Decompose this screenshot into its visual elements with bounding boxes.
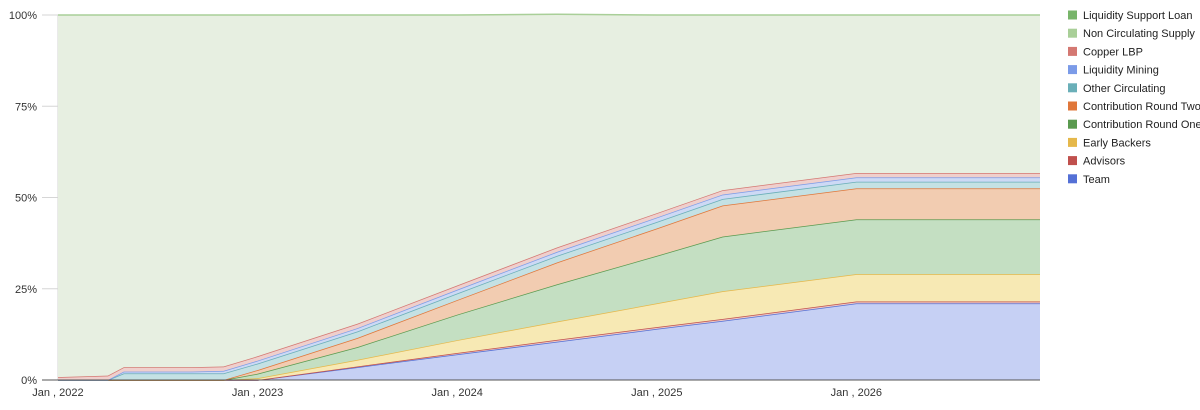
y-tick-label: 50% bbox=[15, 193, 37, 205]
area-team bbox=[58, 303, 1040, 380]
legend-item-non-circulating-supply[interactable]: Non Circulating Supply bbox=[1068, 28, 1195, 40]
legend-label: Other Circulating bbox=[1083, 83, 1166, 95]
legend-item-contribution-round-two[interactable]: Contribution Round Two bbox=[1068, 101, 1200, 113]
legend-item-early-backers[interactable]: Early Backers bbox=[1068, 137, 1151, 149]
x-tick-label: Jan , 2024 bbox=[431, 387, 482, 399]
legend-swatch bbox=[1068, 28, 1077, 38]
legend-label: Non Circulating Supply bbox=[1083, 28, 1195, 40]
axes: 0% 25% 50% 75% 100% Jan , 2022 Jan , 2023 Jan ,… bbox=[9, 10, 1040, 399]
y-tick-label: 100% bbox=[9, 10, 37, 22]
legend-item-liquidity-mining[interactable]: Liquidity Mining bbox=[1068, 65, 1159, 77]
x-tick-label: Jan , 2023 bbox=[232, 387, 283, 399]
legend-swatch bbox=[1068, 174, 1077, 184]
legend-swatch bbox=[1068, 119, 1077, 129]
area-contribution-round-two bbox=[58, 188, 1040, 380]
legend-item-liquidity-support-loan[interactable]: Liquidity Support Loan bbox=[1068, 10, 1192, 22]
legend-item-contribution-round-one[interactable]: Contribution Round One bbox=[1068, 119, 1200, 131]
legend-swatch bbox=[1068, 65, 1077, 75]
legend-label: Copper LBP bbox=[1083, 46, 1143, 58]
x-tick-label: Jan , 2022 bbox=[32, 387, 83, 399]
y-tick-label: 25% bbox=[15, 284, 37, 296]
x-tick-label: Jan , 2026 bbox=[831, 387, 882, 399]
legend-swatch bbox=[1068, 101, 1077, 111]
legend-label: Liquidity Mining bbox=[1083, 65, 1159, 77]
y-tick-label: 75% bbox=[15, 101, 37, 113]
legend: Liquidity Support Loan Non Circulating Su… bbox=[1068, 10, 1200, 186]
legend-swatch bbox=[1068, 156, 1077, 166]
legend-item-advisors[interactable]: Advisors bbox=[1068, 156, 1126, 168]
legend-swatch bbox=[1068, 137, 1077, 147]
legend-label: Contribution Round Two bbox=[1083, 101, 1200, 113]
area-contribution-round-one bbox=[58, 219, 1040, 380]
legend-label: Early Backers bbox=[1083, 137, 1151, 149]
y-tick-label: 0% bbox=[21, 375, 37, 387]
area-early-backers bbox=[58, 274, 1040, 380]
x-tick-label: Jan , 2025 bbox=[631, 387, 682, 399]
legend-label: Advisors bbox=[1083, 156, 1126, 168]
legend-item-team[interactable]: Team bbox=[1068, 174, 1110, 186]
legend-label: Team bbox=[1083, 174, 1110, 186]
legend-item-copper-lbp[interactable]: Copper LBP bbox=[1068, 46, 1143, 58]
legend-swatch bbox=[1068, 10, 1077, 20]
area-series bbox=[57, 13, 1040, 381]
legend-label: Contribution Round One bbox=[1083, 119, 1200, 131]
area-non-circulating-supply bbox=[58, 14, 1040, 378]
legend-label: Liquidity Support Loan bbox=[1083, 10, 1192, 22]
legend-item-other-circulating[interactable]: Other Circulating bbox=[1068, 83, 1166, 95]
line-non-circulating-supply bbox=[58, 13, 1040, 16]
legend-swatch bbox=[1068, 83, 1077, 93]
legend-swatch bbox=[1068, 46, 1077, 56]
